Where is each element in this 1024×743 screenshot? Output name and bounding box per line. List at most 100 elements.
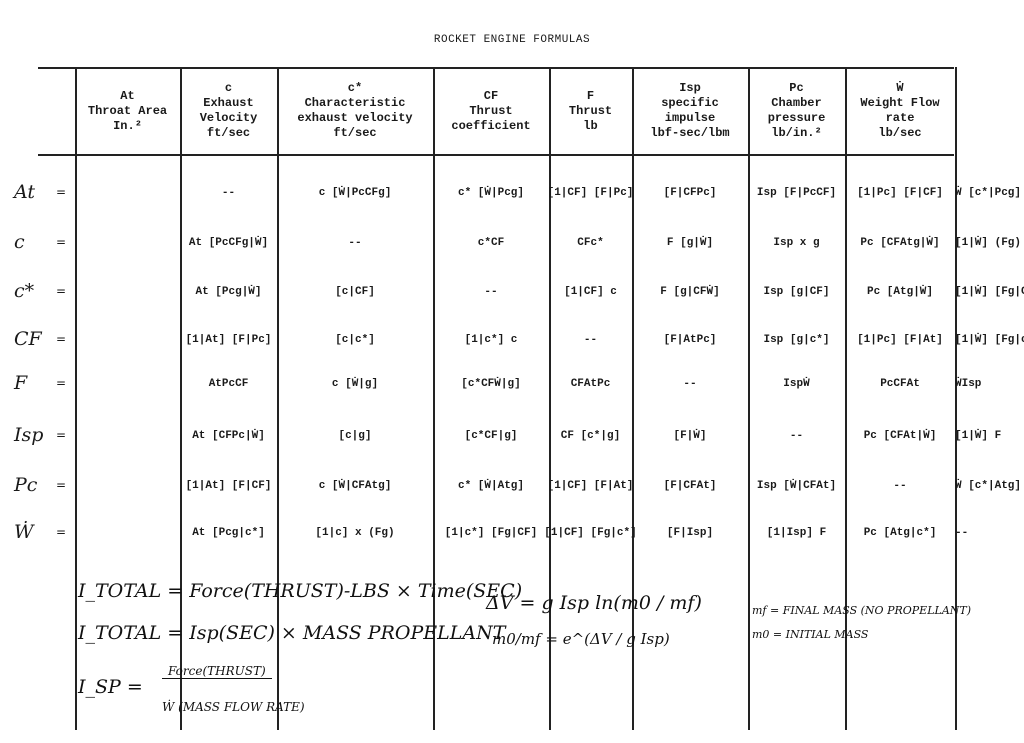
formula-cell: [1|Ẇ] [Fg|CF] [955, 286, 1024, 298]
formula-cell: [1|At] [F|Pc] [185, 334, 272, 346]
formula-cell: [1|c*] c [464, 334, 518, 346]
column-symbol: c [224, 81, 233, 95]
formula-cell: c*CF [477, 237, 505, 249]
formula-cell: PcCFAt [880, 378, 920, 390]
formula-cell: [c*CFẆ|g] [461, 378, 521, 390]
formula-cell: Pc [Atg|c*] [863, 527, 937, 539]
column-rule [845, 67, 847, 730]
formula-cell: [1|Pc] [F|At] [857, 334, 943, 346]
isp-definition-lhs: I_SP = [78, 676, 143, 698]
equals-sign: = [55, 235, 66, 249]
column-header: CF Thrust coefficient [433, 68, 549, 154]
column-rule [955, 67, 957, 730]
formula-cell: [F|CFAt] [663, 480, 717, 492]
equals-sign: = [55, 185, 66, 199]
column-header-line: lb [583, 118, 598, 133]
formula-cell: c* [Ẇ|Atg] [457, 480, 524, 492]
column-header: Isp specific impulse lbf-sec/lbm [632, 68, 748, 154]
column-symbol: Ẇ [896, 81, 904, 95]
column-rule [75, 67, 77, 730]
row-symbol: Ẇ [14, 521, 34, 543]
column-symbol: CF [483, 88, 499, 103]
formula-cell: -- [484, 286, 498, 298]
formula-cell: Isp x g [773, 237, 820, 249]
formula-cell: c [Ẇ|g] [331, 378, 379, 390]
row-label: c = [14, 231, 72, 253]
formula-cell: [c*CF|g] [464, 430, 518, 442]
row-symbol: CF [14, 328, 42, 350]
formula-cell: CFc* [577, 237, 604, 249]
column-header-line: rate [885, 111, 915, 125]
formula-cell: F [g|Ẇ] [666, 237, 714, 249]
equals-sign: = [55, 332, 66, 346]
row-label: Isp = [14, 424, 72, 446]
column-header: Pc Chamber pressure lb/in.² [748, 68, 845, 154]
formula-cell: -- [955, 527, 969, 539]
row-label: c* = [14, 280, 72, 302]
formula-cell: F [g|CFẆ] [660, 286, 720, 298]
formula-cell: Pc [CFAtg|Ẇ] [860, 237, 940, 249]
formula-cell: Ẇ [c*|Atg] [955, 480, 1022, 492]
equals-sign: = [55, 376, 66, 390]
page-title: ROCKET ENGINE FORMULAS [433, 34, 591, 46]
column-header-line: lbf-sec/lbm [650, 126, 730, 140]
column-header-line: Chamber [771, 96, 822, 110]
equals-sign: = [55, 284, 66, 298]
formula-cell: [1|c] x (Fg) [315, 527, 395, 539]
row-label: CF = [14, 328, 72, 350]
formula-cell: AtPcCF [208, 378, 249, 390]
formula-cell: At [PcCFg|Ẇ] [188, 237, 269, 249]
column-header: c Exhaust Velocity ft/sec [180, 68, 277, 154]
formula-cell: At [CFPc|Ẇ] [192, 430, 265, 442]
row-label: Ẇ = [14, 521, 72, 543]
row-symbol: Isp [14, 424, 44, 446]
delta-v-equation: ΔV = g Isp ln(m0 / mf) [486, 592, 702, 614]
row-symbol: c* [14, 280, 35, 302]
formula-cell: [1|CF] [F|Pc] [547, 187, 634, 199]
formula-cell: [1|c*] [Fg|CF] [444, 527, 538, 539]
row-label: Pc = [14, 474, 72, 496]
column-header-line: Throat Area [87, 103, 168, 118]
formula-cell: c [Ẇ|PcCFg] [318, 187, 392, 199]
column-rule [632, 67, 634, 730]
column-header-line: Thrust [469, 103, 513, 118]
formula-cell: [c|c*] [335, 334, 375, 346]
column-symbol: Isp [679, 81, 701, 95]
formula-cell: [F|Isp] [666, 527, 714, 539]
formula-cell: Isp [Ẇ|CFAt] [756, 480, 837, 492]
row-symbol: c [14, 231, 25, 253]
column-header-line: lb/sec [878, 126, 922, 140]
formula-cell: Pc [Atg|Ẇ] [866, 286, 933, 298]
column-header-line: exhaust velocity [297, 111, 413, 125]
column-header-line: coefficient [451, 118, 531, 133]
column-rule [549, 67, 551, 730]
formula-cell: [F|Ẇ] [673, 430, 707, 442]
isp-definition-denominator: Ẇ (MASS FLOW RATE) [162, 700, 305, 714]
formula-cell: [F|CFPc] [663, 187, 717, 199]
column-header: c* Characteristic exhaust velocity ft/sec [277, 68, 433, 154]
formula-cell: -- [893, 480, 907, 492]
column-header-line: specific [661, 96, 719, 110]
total-impulse-isp-mass: I_TOTAL = Isp(SEC) × MASS PROPELLANT [78, 622, 506, 644]
formula-cell: CFAtPc [570, 378, 611, 390]
column-header: At Throat Area In.² [75, 68, 180, 154]
formula-cell: [1|Isp] F [766, 527, 827, 539]
column-symbol: Pc [789, 81, 804, 95]
column-symbol: At [120, 88, 135, 103]
column-rule [433, 67, 435, 730]
column-rule [277, 67, 279, 730]
isp-definition-numerator: Force(THRUST) [162, 664, 272, 679]
column-header-line: pressure [767, 111, 826, 125]
initial-mass-definition: m0 = INITIAL MASS [752, 628, 869, 641]
column-header-line: Thrust [568, 103, 613, 118]
formula-cell: [c|CF] [335, 286, 375, 298]
formula-cell: [F|AtPc] [663, 334, 717, 346]
table-top-rule [38, 67, 954, 69]
row-label: F = [14, 372, 72, 394]
row-symbol: F [14, 372, 28, 394]
formula-cell: [c|g] [338, 430, 372, 442]
equals-sign: = [55, 525, 66, 539]
column-header-line: Exhaust [203, 96, 254, 110]
column-rule [180, 67, 182, 730]
formula-cell: -- [221, 187, 236, 199]
